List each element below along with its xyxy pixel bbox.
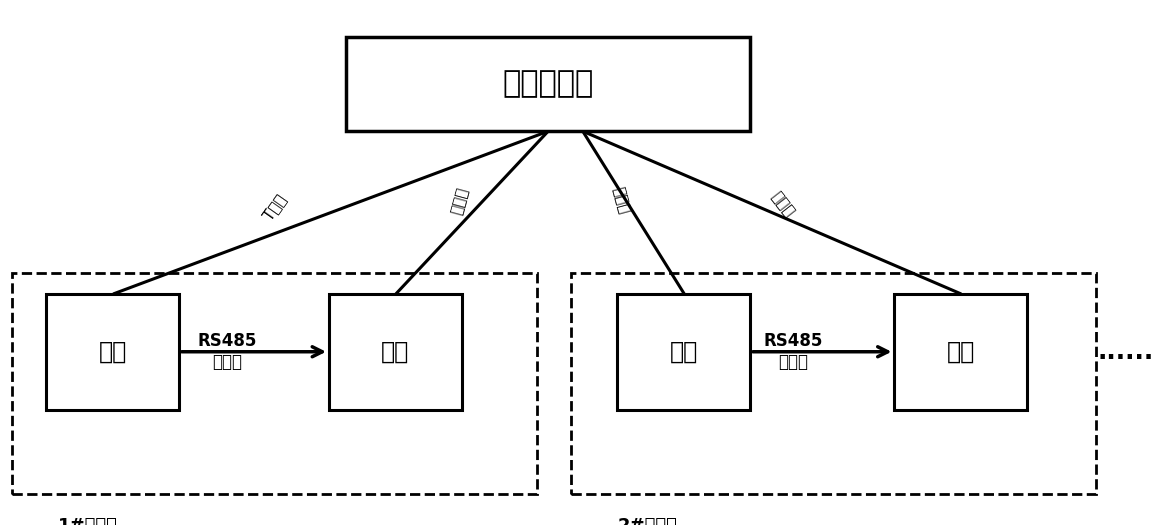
Bar (617, 294, 750, 410)
Bar (12, 273, 537, 494)
Text: 通道２: 通道２ (610, 185, 631, 216)
Bar (571, 273, 1096, 494)
Text: RS485
心跳线: RS485 心跳线 (197, 332, 257, 371)
Bar (894, 294, 1027, 410)
Bar (346, 37, 750, 131)
Text: 主机: 主机 (98, 340, 127, 364)
Text: 从机: 从机 (946, 340, 975, 364)
Text: 控制台系统: 控制台系统 (502, 69, 594, 99)
Bar (329, 294, 462, 410)
Text: 2#变电站: 2#变电站 (617, 517, 677, 525)
Text: ......: ...... (1097, 340, 1153, 364)
Bar (46, 294, 179, 410)
Text: 1#变电站: 1#变电站 (58, 517, 118, 525)
Text: T票票: T票票 (261, 192, 288, 223)
Text: RS485
心跳线: RS485 心跳线 (763, 332, 823, 371)
Text: 通道１: 通道１ (769, 190, 796, 220)
Text: 通道２: 通道２ (449, 185, 470, 216)
Text: 从机: 从机 (381, 340, 410, 364)
Text: 主机: 主机 (669, 340, 698, 364)
